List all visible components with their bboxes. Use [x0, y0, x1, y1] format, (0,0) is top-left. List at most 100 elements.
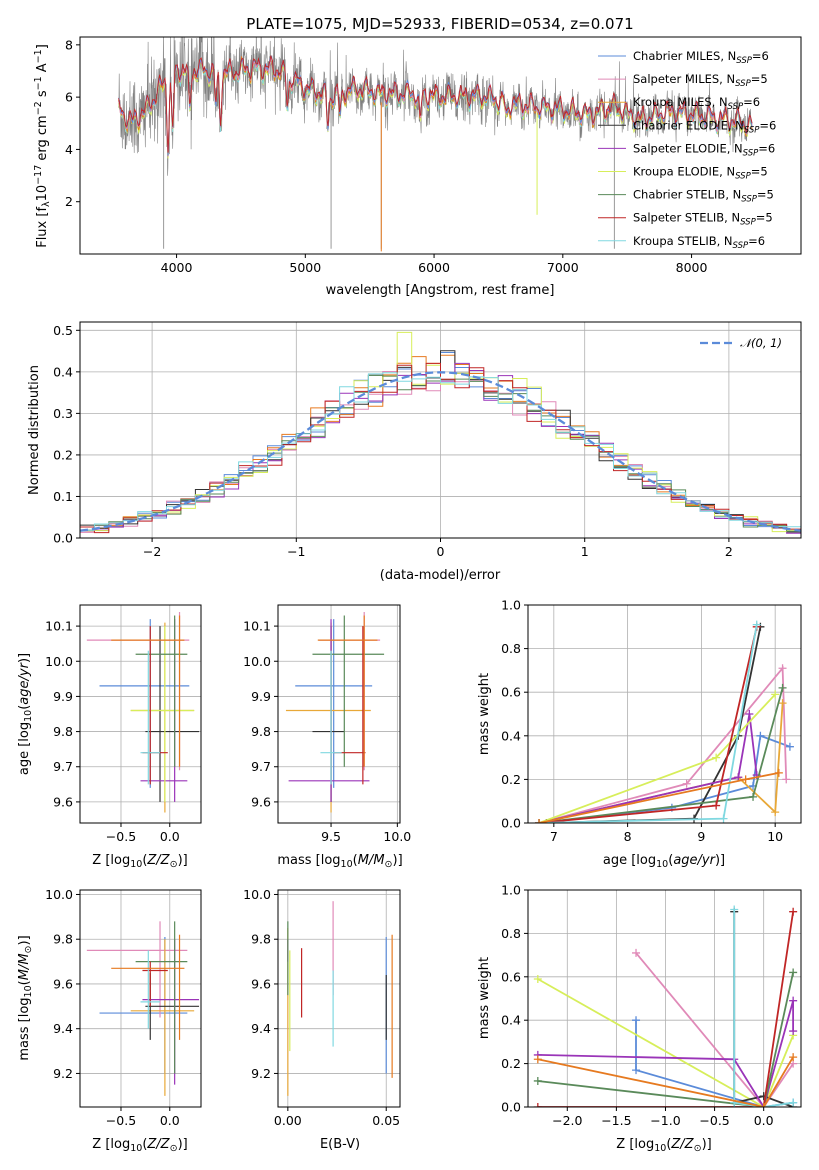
y-tick-label: 4 — [65, 142, 73, 157]
weight-marker — [730, 905, 739, 914]
y-tick-label: 9.7 — [251, 759, 271, 774]
legend-entry-part: SSP — [735, 79, 751, 89]
y-axis-label-part: −17 — [33, 165, 44, 185]
legend-entry: Chabrier MILES, NSSP=6 — [633, 49, 769, 66]
legend-entry-part: =6 — [743, 95, 760, 109]
weight-marker — [774, 768, 783, 777]
x-axis-label: Z [log10(Z/Z⊙)] — [92, 853, 187, 870]
legend-entry: 𝒩(0, 1) — [740, 336, 782, 350]
y-axis-label-part: ( — [17, 980, 32, 985]
weight-line — [537, 978, 794, 1107]
y-axis-label-part: ( — [17, 705, 32, 710]
y-tick-label: 10.1 — [45, 619, 73, 634]
y-axis-label-part: ⊙ — [23, 946, 34, 954]
weight-marker — [632, 1016, 641, 1025]
y-axis-label: mass [log10(M/M⊙)] — [17, 935, 34, 1060]
x-axis-label-part: Z [log — [92, 1137, 130, 1152]
weights-vs-Z-marks — [533, 905, 798, 1107]
weight-marker — [789, 1053, 798, 1062]
y-tick-label: 0.4 — [501, 728, 521, 743]
x-axis-label: mass [log10(M/M⊙)] — [277, 853, 402, 870]
y-tick-label: 9.2 — [251, 1066, 271, 1081]
legend-entry: Salpeter MILES, NSSP=5 — [633, 72, 768, 89]
y-tick-label: 9.9 — [251, 689, 271, 704]
weight-marker — [759, 1103, 768, 1107]
weights-vs-Z-panel — [528, 889, 801, 1108]
y-tick-label: 9.6 — [251, 794, 271, 809]
weight-line — [538, 665, 788, 823]
y-axis-label: Flux [fλ10−17 erg cm−2 s−1 A−1] — [33, 44, 52, 248]
x-axis-label-part: ( — [666, 1137, 671, 1152]
weight-marker — [533, 1103, 542, 1107]
y-tick-label: 0.8 — [501, 926, 521, 941]
weight-line — [537, 1000, 794, 1107]
y-tick-label: 0.2 — [501, 772, 521, 787]
legend-entry-part: Salpeter MILES, N — [633, 72, 735, 86]
legend-entry-part: =5 — [751, 165, 768, 179]
y-tick-label: 1.0 — [501, 598, 521, 613]
weight-line — [538, 703, 784, 823]
legend-entry-part: Kroupa STELIB, N — [633, 234, 733, 248]
weight-marker — [771, 808, 780, 817]
y-tick-label: 0.8 — [501, 641, 521, 656]
weight-marker — [632, 1066, 641, 1075]
x-axis-label-part: )] — [393, 853, 403, 868]
axes-border — [277, 889, 401, 1108]
y-tick-label: 10.1 — [243, 619, 271, 634]
x-axis-label-part: Z [log — [92, 853, 130, 868]
weight-line — [537, 1056, 794, 1107]
weight-marker — [778, 699, 787, 708]
y-axis-label: mass weight — [477, 673, 492, 755]
weight-marker — [533, 1055, 542, 1064]
x-axis-label-part: )] — [178, 853, 188, 868]
y-tick-label: 1.0 — [501, 883, 521, 898]
y-tick-label: 9.4 — [53, 1021, 73, 1036]
y-tick-label: 0.2 — [501, 1056, 521, 1071]
spectrum-model-line — [118, 55, 753, 153]
x-tick-label: 7000 — [547, 260, 579, 275]
y-axis-label-part: −2 — [33, 101, 44, 115]
axes-frame: 0.00 0.05 9.2 9.4 9.6 9.8 10.0 — [243, 887, 401, 1128]
x-axis-label: wavelength [Angstrom, rest frame] — [326, 283, 555, 298]
weight-marker — [535, 819, 544, 823]
x-tick-label: 4000 — [161, 260, 193, 275]
y-tick-label: 9.6 — [53, 794, 73, 809]
axes-border — [79, 889, 202, 1108]
weight-line — [537, 972, 794, 1107]
legend-entry-part: Salpeter STELIB, N — [633, 211, 740, 225]
weight-marker — [789, 1098, 798, 1107]
legend-entry: Kroupa ELODIE, NSSP=5 — [633, 165, 768, 182]
axes-border — [527, 604, 802, 824]
legend-entry-part: Chabrier MILES, N — [633, 49, 736, 63]
legend-entry: Kroupa STELIB, NSSP=6 — [633, 234, 765, 251]
weight-marker — [741, 775, 750, 784]
weight-line — [538, 687, 784, 823]
y-axis-label-part: A — [35, 63, 50, 76]
figure-title: PLATE=1075, MJD=52933, FIBERID=0534, z=0… — [246, 15, 633, 33]
x-tick-label: 5000 — [289, 260, 321, 275]
x-tick-label: 8 — [624, 829, 632, 844]
y-axis-label-part: Normed distribution — [27, 365, 42, 495]
x-axis-label-part: Z/Z — [146, 1137, 170, 1152]
y-tick-label: 9.6 — [53, 976, 73, 991]
y-axis-label: age [log10(age/yr)] — [17, 653, 34, 775]
x-tick-label: 10 — [767, 829, 783, 844]
y-tick-label: 0.0 — [501, 1100, 521, 1115]
x-axis-label: Z [log10(Z/Z⊙)] — [92, 1137, 187, 1154]
weight-marker — [533, 1076, 542, 1085]
weight-line — [538, 693, 776, 823]
weights-vs-age-marks — [535, 620, 794, 823]
y-tick-label: 0.4 — [501, 1013, 521, 1028]
x-tick-label: 9 — [697, 829, 705, 844]
x-axis-label-part: (data-model)/error — [380, 568, 501, 583]
x-axis-label-part: ( — [142, 853, 147, 868]
x-tick-label: 2 — [725, 544, 733, 559]
legend-entry: Salpeter ELODIE, NSSP=6 — [633, 141, 775, 158]
x-axis-label-part: ( — [668, 853, 673, 868]
legend-entry: Chabrier ELODIE, NSSP=6 — [633, 118, 776, 135]
weight-marker — [712, 801, 721, 810]
x-axis-label-part: Z/Z — [146, 853, 170, 868]
x-axis-label: Z [log10(Z/Z⊙)] — [616, 1137, 711, 1154]
axes-frame: 9.5 10.0 9.6 9.7 9.8 9.9 10.0 10.1 — [243, 604, 411, 844]
